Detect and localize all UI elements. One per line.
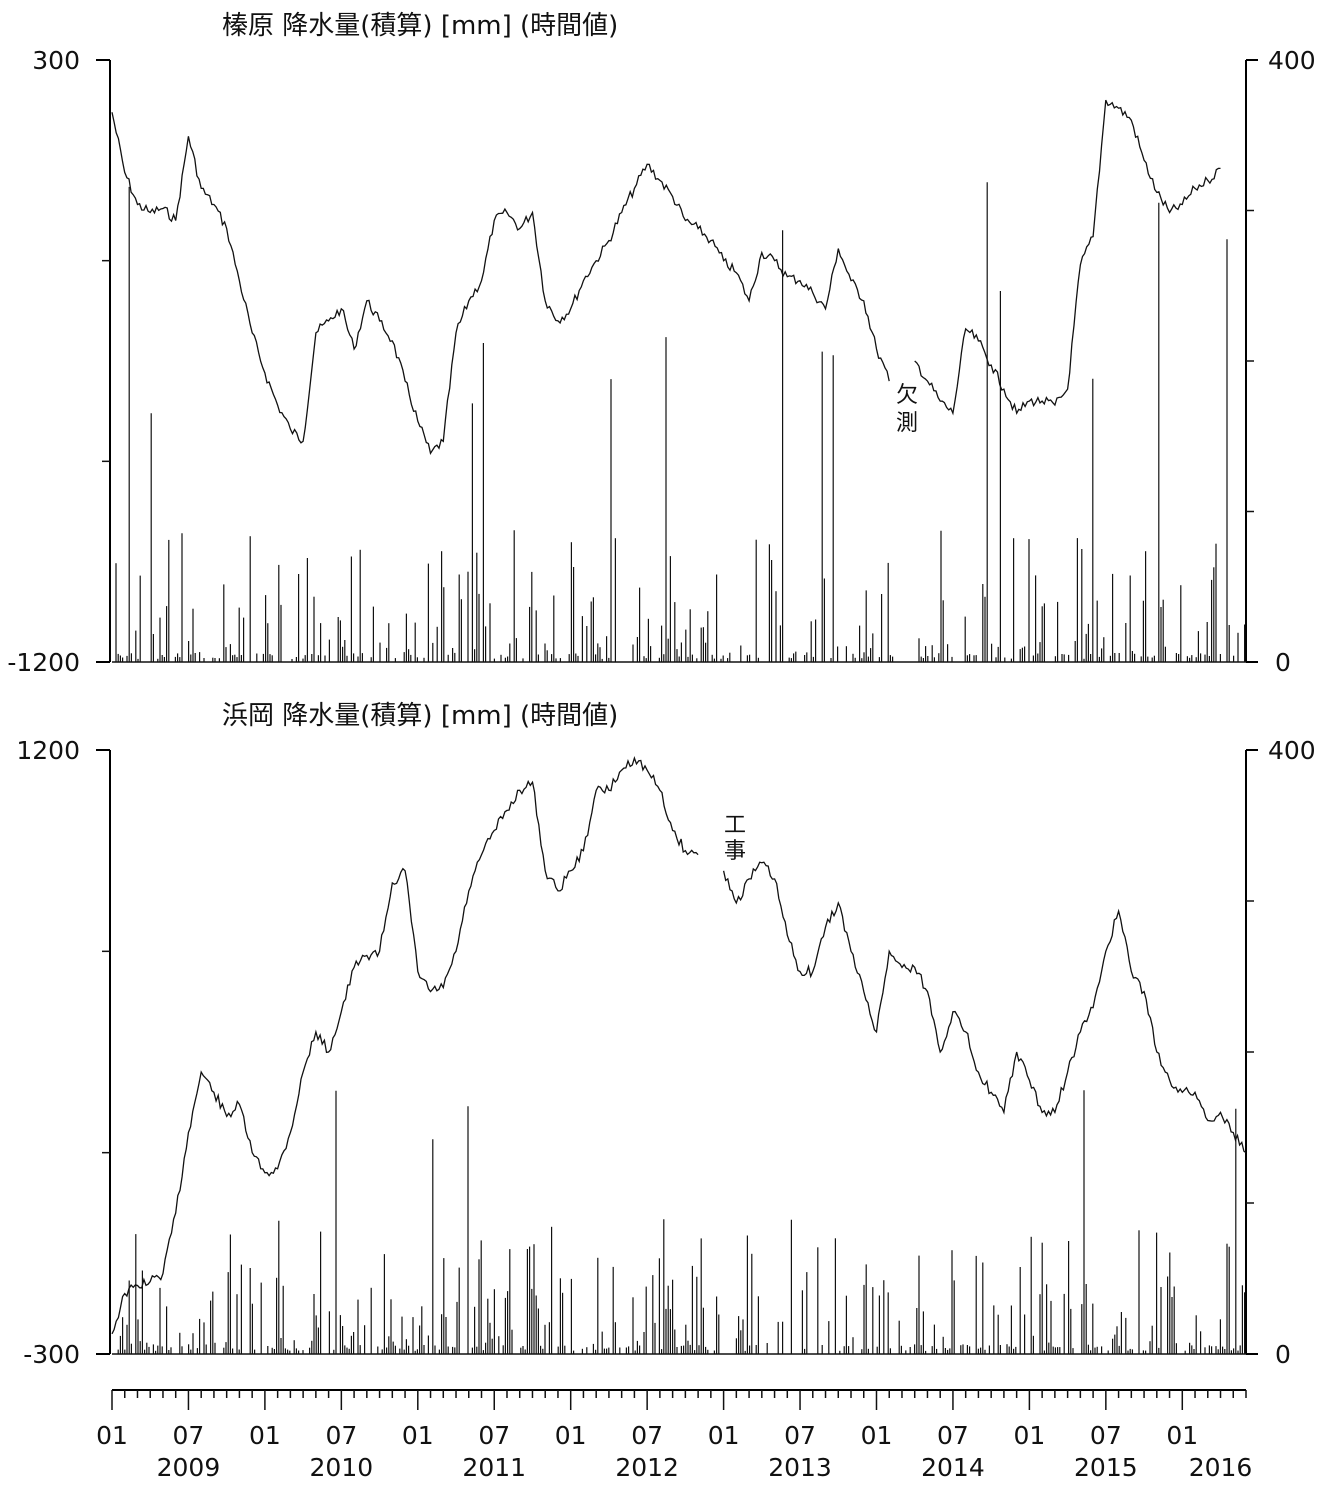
right-axis-label-bottom-min: 0	[1275, 1340, 1291, 1369]
month-tick-label: 01	[708, 1421, 740, 1450]
time-axis: 01 07 01 07 01 07 01 07 01 07 01 07 01 07 01 2009 2010 2…	[96, 1389, 1253, 1482]
left-axis-label-top-min: -1200	[7, 648, 80, 677]
year-label: 2010	[310, 1453, 374, 1482]
cumulative-line-segment	[111, 112, 890, 455]
month-tick-label: 07	[478, 1421, 510, 1450]
precip-bars-top	[102, 182, 1254, 663]
cumulative-line-bottom	[111, 756, 1247, 1335]
year-label: 2011	[462, 1453, 526, 1482]
chart-title-top: 榛原 降水量(積算) [mm] (時間値)	[222, 11, 618, 41]
cumulative-line-segment	[914, 99, 1221, 416]
year-label: 2016	[1189, 1453, 1253, 1482]
month-tick-label: 07	[937, 1421, 969, 1450]
month-tick-label: 01	[1013, 1421, 1045, 1450]
year-label: 2012	[615, 1453, 679, 1482]
right-axis-label-bottom-max: 400	[1268, 736, 1316, 765]
time-axis-ticks	[111, 1390, 1247, 1410]
year-label: 2013	[768, 1453, 832, 1482]
note-top-1: 欠	[896, 383, 918, 408]
year-label: 2015	[1074, 1453, 1138, 1482]
time-axis-month-labels: 01 07 01 07 01 07 01 07 01 07 01 07 01 07 01	[96, 1421, 1198, 1450]
month-tick-label: 07	[631, 1421, 663, 1450]
year-label: 2009	[157, 1453, 221, 1482]
cumulative-line-segment	[722, 861, 1247, 1154]
cumulative-line-segment	[111, 756, 699, 1335]
right-axis-label-top-min: 0	[1275, 648, 1291, 677]
month-tick-label: 01	[96, 1421, 128, 1450]
month-tick-label: 01	[861, 1421, 893, 1450]
month-tick-label: 01	[402, 1421, 434, 1450]
month-tick-label: 01	[555, 1421, 587, 1450]
left-axis-label-top-max: 300	[32, 46, 80, 75]
note-bottom-2: 事	[724, 839, 746, 864]
month-tick-label: 07	[784, 1421, 816, 1450]
chart-title-bottom: 浜岡 降水量(積算) [mm] (時間値)	[222, 701, 618, 731]
right-axis-label-top-max: 400	[1268, 46, 1316, 75]
chart-panel-bottom: 浜岡 降水量(積算) [mm] (時間値) 1200 -300 400 0 工 …	[16, 701, 1315, 1369]
cumulative-line-top	[111, 99, 1221, 455]
left-axis-label-bottom-max: 1200	[16, 736, 80, 765]
chart-panel-top: 榛原 降水量(積算) [mm] (時間値) 300 -1200 400 0 欠 …	[7, 11, 1315, 677]
month-tick-label: 01	[1166, 1421, 1198, 1450]
month-tick-label: 07	[325, 1421, 357, 1450]
left-axis-label-bottom-min: -300	[23, 1340, 80, 1369]
month-tick-label: 01	[249, 1421, 281, 1450]
month-tick-label: 07	[1090, 1421, 1122, 1450]
month-tick-label: 07	[173, 1421, 205, 1450]
time-axis-year-labels: 2009 2010 2011 2012 2013 2014 2015 2016	[157, 1453, 1253, 1482]
precip-bars-bottom	[102, 900, 1254, 1355]
year-label: 2014	[921, 1453, 985, 1482]
note-bottom-1: 工	[724, 813, 746, 838]
note-top-2: 測	[896, 411, 918, 436]
